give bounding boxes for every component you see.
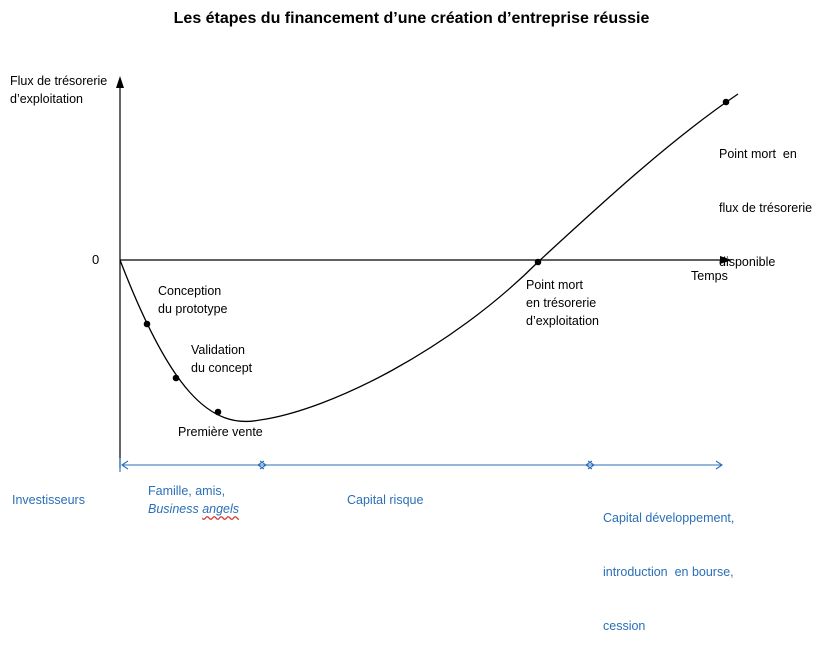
phase-famille-business-angels: Famille, amis, Business angels: [148, 484, 240, 516]
label-validation: Validation du concept: [191, 343, 253, 375]
spellcheck-underline: angels: [202, 502, 240, 516]
diagram-canvas: [116, 76, 739, 472]
label-conception: Conception du prototype: [158, 284, 228, 316]
zero-label: 0: [92, 252, 100, 267]
financing-arrows: [119, 458, 723, 472]
phase-capital-risque: Capital risque: [347, 493, 424, 507]
dot-conception: [143, 320, 151, 328]
diagram-title: Les étapes du financement d’une création…: [173, 10, 650, 27]
label-premiere-vente: Première vente: [178, 425, 263, 439]
phase-capital-developpement: Capital développement, introduction en b…: [603, 511, 735, 633]
cash-flow-curve: [119, 93, 739, 422]
label-point-mort-exploitation: Point mort en trésorerie d’exploitation: [526, 278, 599, 328]
x-axis-arrow: [720, 256, 732, 264]
investors-label: Investisseurs: [12, 493, 85, 507]
dot-point-mort-exploitation: [534, 258, 542, 266]
y-axis-arrow: [116, 76, 124, 88]
label-point-mort-disponible: Point mort en flux de trésorerie disponi…: [719, 147, 813, 269]
y-axis-label: Flux de trésorerie d’exploitation: [10, 74, 108, 106]
business-angels-text: Business angels: [148, 502, 240, 516]
x-axis-label: Temps: [691, 269, 728, 283]
dot-validation: [172, 374, 180, 382]
dot-point-mort-disponible: [722, 98, 730, 106]
dot-premiere-vente: [214, 408, 222, 416]
